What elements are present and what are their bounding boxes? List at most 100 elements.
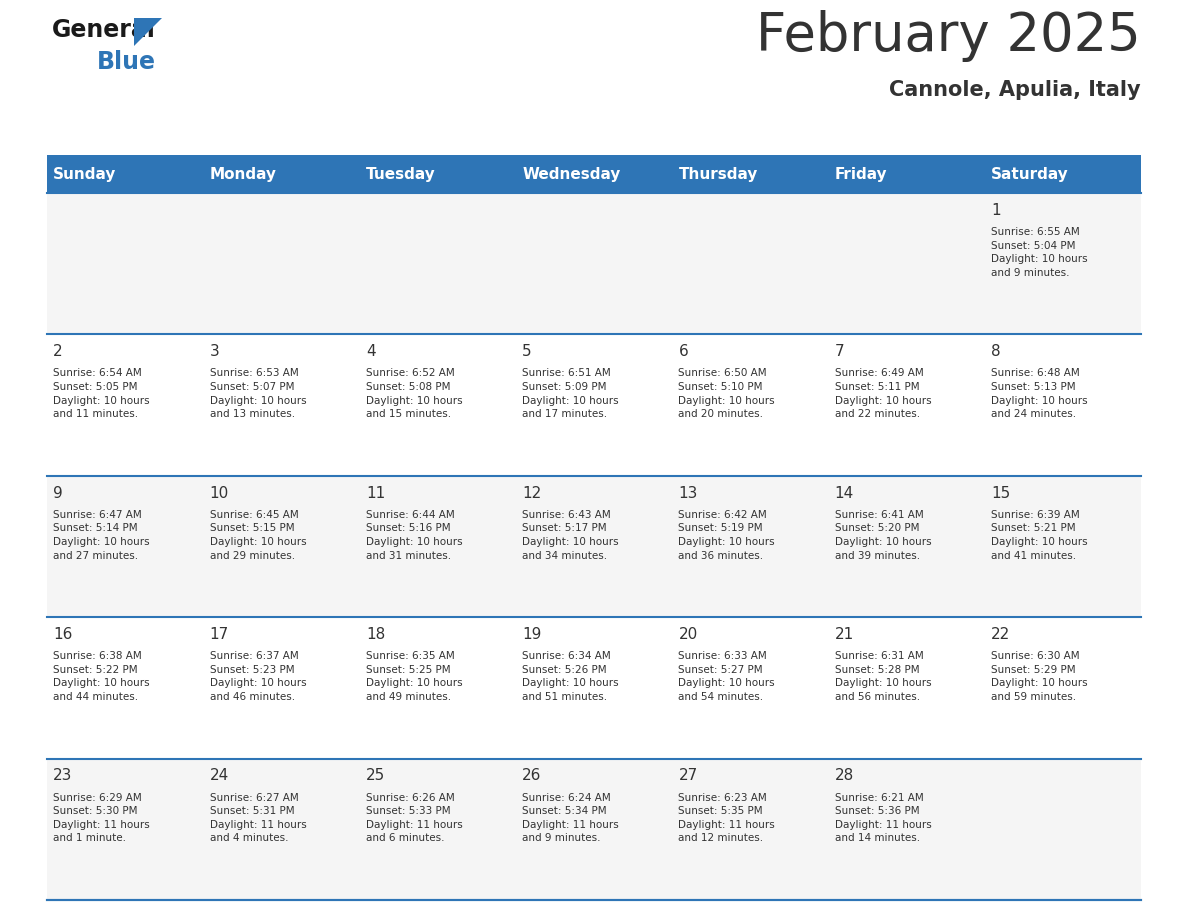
Text: 10: 10 xyxy=(209,486,229,500)
Text: Sunrise: 6:38 AM
Sunset: 5:22 PM
Daylight: 10 hours
and 44 minutes.: Sunrise: 6:38 AM Sunset: 5:22 PM Dayligh… xyxy=(53,651,150,702)
Bar xyxy=(48,758,203,900)
Bar xyxy=(203,758,360,900)
Text: 13: 13 xyxy=(678,486,697,500)
Text: Cannole, Apulia, Italy: Cannole, Apulia, Italy xyxy=(890,80,1140,100)
Text: Sunday: Sunday xyxy=(53,166,116,182)
Bar xyxy=(203,476,360,617)
Text: 12: 12 xyxy=(522,486,542,500)
Text: Sunrise: 6:27 AM
Sunset: 5:31 PM
Daylight: 11 hours
and 4 minutes.: Sunrise: 6:27 AM Sunset: 5:31 PM Dayligh… xyxy=(209,792,307,844)
Text: Sunrise: 6:49 AM
Sunset: 5:11 PM
Daylight: 10 hours
and 22 minutes.: Sunrise: 6:49 AM Sunset: 5:11 PM Dayligh… xyxy=(835,368,931,420)
Bar xyxy=(672,476,828,617)
Bar xyxy=(360,617,516,758)
Bar xyxy=(672,334,828,476)
Text: Sunrise: 6:48 AM
Sunset: 5:13 PM
Daylight: 10 hours
and 24 minutes.: Sunrise: 6:48 AM Sunset: 5:13 PM Dayligh… xyxy=(991,368,1087,420)
Text: 2: 2 xyxy=(53,344,63,359)
Text: Sunrise: 6:51 AM
Sunset: 5:09 PM
Daylight: 10 hours
and 17 minutes.: Sunrise: 6:51 AM Sunset: 5:09 PM Dayligh… xyxy=(522,368,619,420)
Text: 27: 27 xyxy=(678,768,697,783)
Bar xyxy=(672,758,828,900)
Bar xyxy=(203,334,360,476)
Text: Sunrise: 6:52 AM
Sunset: 5:08 PM
Daylight: 10 hours
and 15 minutes.: Sunrise: 6:52 AM Sunset: 5:08 PM Dayligh… xyxy=(366,368,462,420)
Text: Sunrise: 6:43 AM
Sunset: 5:17 PM
Daylight: 10 hours
and 34 minutes.: Sunrise: 6:43 AM Sunset: 5:17 PM Dayligh… xyxy=(522,509,619,561)
Text: Sunrise: 6:50 AM
Sunset: 5:10 PM
Daylight: 10 hours
and 20 minutes.: Sunrise: 6:50 AM Sunset: 5:10 PM Dayligh… xyxy=(678,368,775,420)
Text: Monday: Monday xyxy=(209,166,277,182)
Text: 1: 1 xyxy=(991,203,1000,218)
Bar xyxy=(985,334,1140,476)
Text: Blue: Blue xyxy=(97,50,156,74)
Text: Sunrise: 6:33 AM
Sunset: 5:27 PM
Daylight: 10 hours
and 54 minutes.: Sunrise: 6:33 AM Sunset: 5:27 PM Dayligh… xyxy=(678,651,775,702)
Text: Sunrise: 6:39 AM
Sunset: 5:21 PM
Daylight: 10 hours
and 41 minutes.: Sunrise: 6:39 AM Sunset: 5:21 PM Dayligh… xyxy=(991,509,1087,561)
Bar xyxy=(516,758,672,900)
Text: 28: 28 xyxy=(835,768,854,783)
Text: Sunrise: 6:55 AM
Sunset: 5:04 PM
Daylight: 10 hours
and 9 minutes.: Sunrise: 6:55 AM Sunset: 5:04 PM Dayligh… xyxy=(991,227,1087,278)
Text: 20: 20 xyxy=(678,627,697,642)
Bar xyxy=(360,334,516,476)
Text: Sunrise: 6:31 AM
Sunset: 5:28 PM
Daylight: 10 hours
and 56 minutes.: Sunrise: 6:31 AM Sunset: 5:28 PM Dayligh… xyxy=(835,651,931,702)
Text: 3: 3 xyxy=(209,344,220,359)
Bar xyxy=(360,758,516,900)
Text: 24: 24 xyxy=(209,768,229,783)
Bar xyxy=(985,193,1140,334)
Text: Sunrise: 6:45 AM
Sunset: 5:15 PM
Daylight: 10 hours
and 29 minutes.: Sunrise: 6:45 AM Sunset: 5:15 PM Dayligh… xyxy=(209,509,307,561)
Text: 19: 19 xyxy=(522,627,542,642)
Text: Sunrise: 6:42 AM
Sunset: 5:19 PM
Daylight: 10 hours
and 36 minutes.: Sunrise: 6:42 AM Sunset: 5:19 PM Dayligh… xyxy=(678,509,775,561)
Bar xyxy=(516,334,672,476)
Bar xyxy=(516,476,672,617)
Text: General: General xyxy=(52,18,156,42)
Bar xyxy=(48,193,203,334)
Text: February 2025: February 2025 xyxy=(757,10,1140,62)
Text: Tuesday: Tuesday xyxy=(366,166,436,182)
Text: 14: 14 xyxy=(835,486,854,500)
Text: Sunrise: 6:53 AM
Sunset: 5:07 PM
Daylight: 10 hours
and 13 minutes.: Sunrise: 6:53 AM Sunset: 5:07 PM Dayligh… xyxy=(209,368,307,420)
Bar xyxy=(828,476,985,617)
Text: Friday: Friday xyxy=(835,166,887,182)
Bar xyxy=(672,193,828,334)
Text: Wednesday: Wednesday xyxy=(522,166,620,182)
Text: 23: 23 xyxy=(53,768,72,783)
Bar xyxy=(48,334,203,476)
Text: 9: 9 xyxy=(53,486,63,500)
Bar xyxy=(828,758,985,900)
Text: Sunrise: 6:30 AM
Sunset: 5:29 PM
Daylight: 10 hours
and 59 minutes.: Sunrise: 6:30 AM Sunset: 5:29 PM Dayligh… xyxy=(991,651,1087,702)
Text: Sunrise: 6:29 AM
Sunset: 5:30 PM
Daylight: 11 hours
and 1 minute.: Sunrise: 6:29 AM Sunset: 5:30 PM Dayligh… xyxy=(53,792,150,844)
Text: 4: 4 xyxy=(366,344,375,359)
Text: Sunrise: 6:23 AM
Sunset: 5:35 PM
Daylight: 11 hours
and 12 minutes.: Sunrise: 6:23 AM Sunset: 5:35 PM Dayligh… xyxy=(678,792,775,844)
Bar xyxy=(203,193,360,334)
Text: 15: 15 xyxy=(991,486,1010,500)
Text: Sunrise: 6:37 AM
Sunset: 5:23 PM
Daylight: 10 hours
and 46 minutes.: Sunrise: 6:37 AM Sunset: 5:23 PM Dayligh… xyxy=(209,651,307,702)
Text: 21: 21 xyxy=(835,627,854,642)
Text: 6: 6 xyxy=(678,344,688,359)
Text: 18: 18 xyxy=(366,627,385,642)
Bar xyxy=(48,617,203,758)
Bar xyxy=(48,476,203,617)
Text: 22: 22 xyxy=(991,627,1010,642)
Text: Sunrise: 6:21 AM
Sunset: 5:36 PM
Daylight: 11 hours
and 14 minutes.: Sunrise: 6:21 AM Sunset: 5:36 PM Dayligh… xyxy=(835,792,931,844)
Text: Sunrise: 6:26 AM
Sunset: 5:33 PM
Daylight: 11 hours
and 6 minutes.: Sunrise: 6:26 AM Sunset: 5:33 PM Dayligh… xyxy=(366,792,462,844)
Text: Sunrise: 6:35 AM
Sunset: 5:25 PM
Daylight: 10 hours
and 49 minutes.: Sunrise: 6:35 AM Sunset: 5:25 PM Dayligh… xyxy=(366,651,462,702)
Bar xyxy=(516,193,672,334)
Text: Sunrise: 6:54 AM
Sunset: 5:05 PM
Daylight: 10 hours
and 11 minutes.: Sunrise: 6:54 AM Sunset: 5:05 PM Dayligh… xyxy=(53,368,150,420)
Text: 5: 5 xyxy=(522,344,532,359)
Text: Sunrise: 6:34 AM
Sunset: 5:26 PM
Daylight: 10 hours
and 51 minutes.: Sunrise: 6:34 AM Sunset: 5:26 PM Dayligh… xyxy=(522,651,619,702)
Bar xyxy=(828,334,985,476)
Bar xyxy=(985,758,1140,900)
Bar xyxy=(360,476,516,617)
Text: Sunrise: 6:44 AM
Sunset: 5:16 PM
Daylight: 10 hours
and 31 minutes.: Sunrise: 6:44 AM Sunset: 5:16 PM Dayligh… xyxy=(366,509,462,561)
Text: Sunrise: 6:24 AM
Sunset: 5:34 PM
Daylight: 11 hours
and 9 minutes.: Sunrise: 6:24 AM Sunset: 5:34 PM Dayligh… xyxy=(522,792,619,844)
Polygon shape xyxy=(134,18,162,46)
Text: Sunrise: 6:47 AM
Sunset: 5:14 PM
Daylight: 10 hours
and 27 minutes.: Sunrise: 6:47 AM Sunset: 5:14 PM Dayligh… xyxy=(53,509,150,561)
Bar xyxy=(360,193,516,334)
Text: 11: 11 xyxy=(366,486,385,500)
Bar xyxy=(203,617,360,758)
Bar xyxy=(985,617,1140,758)
Bar xyxy=(985,476,1140,617)
Bar xyxy=(516,617,672,758)
Text: 25: 25 xyxy=(366,768,385,783)
Text: 7: 7 xyxy=(835,344,845,359)
Bar xyxy=(828,617,985,758)
Text: 8: 8 xyxy=(991,344,1000,359)
Bar xyxy=(48,155,1140,193)
Text: Thursday: Thursday xyxy=(678,166,758,182)
Text: 17: 17 xyxy=(209,627,229,642)
Text: Sunrise: 6:41 AM
Sunset: 5:20 PM
Daylight: 10 hours
and 39 minutes.: Sunrise: 6:41 AM Sunset: 5:20 PM Dayligh… xyxy=(835,509,931,561)
Bar xyxy=(672,617,828,758)
